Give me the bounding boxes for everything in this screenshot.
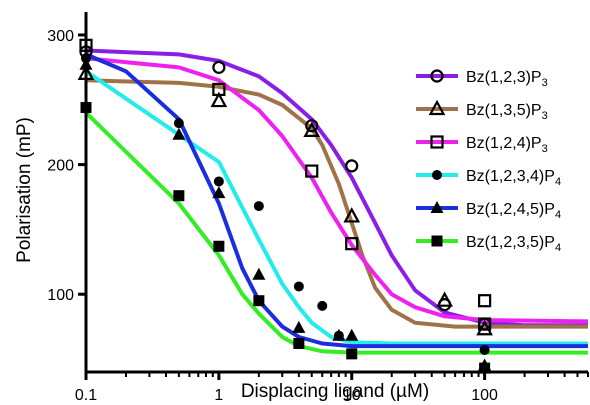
legend-label-4: Bz(1,2,3,4)P4 [466, 168, 561, 188]
data-point-series-4 [317, 300, 328, 311]
legend-marker-1 [430, 69, 444, 83]
data-point-series-4 [173, 118, 184, 129]
data-point-series-5 [252, 267, 266, 280]
fit-curve-6 [84, 111, 588, 355]
y-axis-label: Polarisation (mP) [14, 117, 35, 263]
data-point-series-6 [346, 348, 358, 360]
fit-curve-3 [85, 56, 589, 324]
legend-marker-6 [431, 235, 443, 247]
data-point-series-5 [212, 186, 226, 199]
legend-marker-4 [432, 170, 442, 180]
legend-label-6: Bz(1,2,3,5)P4 [466, 234, 561, 254]
legend-label-2: Bz(1,3,5)P3 [466, 102, 548, 122]
data-point-series-5 [292, 320, 306, 333]
data-point-series-6 [293, 337, 305, 349]
data-point-series-4 [479, 344, 490, 355]
x-axis-label: Displacing ligand (µM) [241, 381, 429, 402]
data-point-series-2 [303, 121, 321, 137]
data-point-series-2 [210, 91, 228, 108]
data-point-series-4 [213, 176, 224, 187]
data-point-series-6 [213, 240, 225, 252]
data-point-series-2 [343, 207, 361, 223]
data-point-series-5 [332, 328, 346, 341]
legend-marker-5 [430, 201, 444, 213]
data-point-series-5 [172, 127, 186, 140]
data-point-series-6 [479, 362, 491, 374]
legend-marker-2 [428, 99, 446, 116]
axes [78, 12, 589, 380]
data-point-series-3 [478, 294, 492, 308]
legend-label-1: Bz(1,2,3)P3 [466, 69, 548, 89]
fit-curve-4 [84, 69, 588, 346]
x-tick-label: 10 [343, 387, 361, 404]
data-point-series-4 [253, 201, 264, 212]
data-point-series-3 [305, 164, 319, 178]
data-point-series-6 [253, 295, 265, 307]
data-point-series-5 [345, 328, 359, 341]
data-point-series-1 [212, 60, 226, 74]
data-point-series-6 [173, 190, 185, 202]
data-point-series-1 [305, 119, 319, 133]
x-tick-label: 1 [214, 387, 223, 404]
data-point-series-3 [345, 237, 359, 251]
data-point-series-3 [478, 317, 492, 331]
legend-label-5: Bz(1,2,4,5)P4 [466, 201, 561, 221]
data-point-series-4 [293, 281, 304, 292]
y-tick-label: 300 [47, 28, 74, 45]
y-tick-label: 100 [47, 287, 74, 304]
data-point-series-2 [436, 291, 453, 307]
y-tick-label: 200 [47, 158, 74, 175]
x-tick-label: 0.1 [75, 387, 97, 404]
x-tick-label: 100 [471, 387, 498, 404]
data-point-series-2 [476, 319, 493, 336]
data-point-series-3 [212, 82, 226, 97]
legend-label-3: Bz(1,2,4)P3 [466, 135, 548, 155]
legend: Bz(1,2,3)P3 Bz(1,3,5)P3 Bz(1,2,4)P3 Bz(1,2,… [416, 69, 561, 254]
data-point-series-1 [345, 159, 359, 173]
tick-labels: 0.1 1 10 100 100 200 300 [47, 28, 498, 404]
legend-marker-3 [430, 135, 444, 149]
